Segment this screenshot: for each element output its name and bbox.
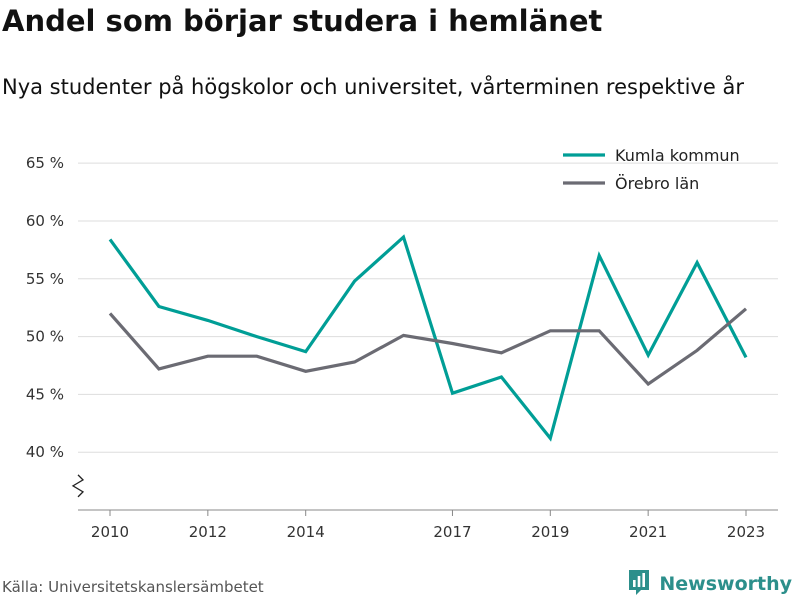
axis-break-marker (71, 474, 85, 498)
x-tick-label: 2021 (629, 523, 667, 541)
brand-name: Newsworthy (659, 573, 792, 595)
y-tick-label: 65 % (26, 154, 64, 172)
newsworthy-logo-icon (627, 568, 651, 600)
legend-label: Kumla kommun (615, 146, 740, 165)
source-note: Källa: Universitetskanslersämbetet (2, 578, 264, 596)
chart-title: Andel som börjar studera i hemlänet (2, 4, 603, 38)
series-line-kumla (108, 234, 748, 442)
y-tick-label: 45 % (26, 385, 64, 403)
brand-logo: Newsworthy (627, 568, 792, 600)
x-tick-label: 2012 (189, 523, 227, 541)
series-line-orebro (108, 307, 748, 387)
x-tick-label: 2017 (433, 523, 471, 541)
y-tick-label: 40 % (26, 443, 64, 461)
x-tick-label: 2010 (91, 523, 129, 541)
y-tick-label: 60 % (26, 212, 64, 230)
x-tick-label: 2023 (727, 523, 765, 541)
y-tick-label: 50 % (26, 328, 64, 346)
legend-label: Örebro län (615, 174, 699, 193)
x-tick-label: 2019 (531, 523, 569, 541)
chart-subtitle: Nya studenter på högskolor och universit… (2, 75, 744, 99)
y-tick-label: 55 % (26, 270, 64, 288)
x-tick-label: 2014 (287, 523, 325, 541)
